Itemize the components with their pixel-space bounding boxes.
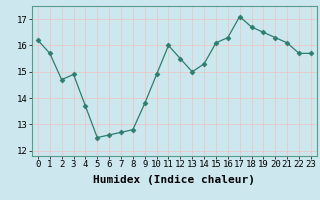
X-axis label: Humidex (Indice chaleur): Humidex (Indice chaleur)	[93, 175, 255, 185]
